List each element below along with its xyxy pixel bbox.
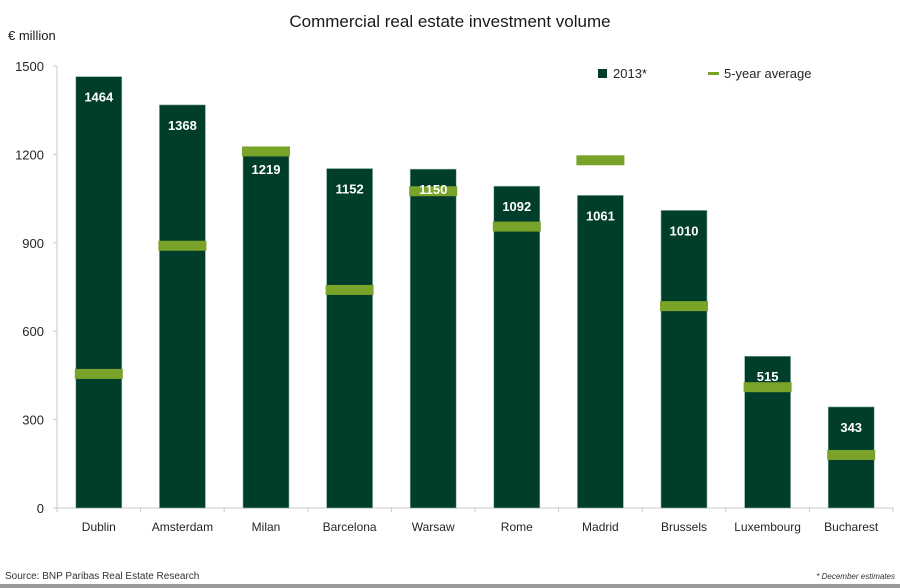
data-label: 515 <box>757 369 779 384</box>
data-label: 1152 <box>335 182 363 197</box>
y-axis-unit-label: € million <box>8 28 56 43</box>
legend-label-5-year-average: 5-year average <box>724 66 811 81</box>
x-tick-label: Milan <box>252 520 281 534</box>
x-tick-label: Rome <box>501 520 533 534</box>
average-marker-warsaw <box>409 186 458 197</box>
legend: 2013* 5-year average <box>598 66 811 81</box>
bottom-border <box>0 584 900 588</box>
bar-milan <box>242 148 290 509</box>
x-tick-label: Warsaw <box>412 520 455 534</box>
average-marker-bucharest <box>827 449 876 460</box>
average-marker-barcelona <box>325 284 374 295</box>
average-marker-rome <box>492 221 541 232</box>
x-tick-label: Madrid <box>582 520 619 534</box>
average-marker-milan <box>242 146 290 157</box>
legend-swatch-5-year-average <box>708 72 719 75</box>
bar-luxembourg <box>744 355 791 509</box>
average-marker-madrid <box>576 155 625 166</box>
x-tick-label: Brussels <box>661 520 707 534</box>
average-marker-amsterdam <box>158 240 207 251</box>
x-tick-label: Bucharest <box>824 520 879 534</box>
average-marker-dublin <box>74 368 123 379</box>
y-tick-label: 300 <box>22 413 44 428</box>
y-tick-label: 1500 <box>15 59 44 74</box>
average-markers-series <box>74 146 876 460</box>
data-label: 1219 <box>252 162 281 177</box>
bars-series <box>75 76 875 509</box>
average-marker-brussels <box>660 301 708 312</box>
data-label: 343 <box>840 420 862 435</box>
data-label: 1368 <box>168 118 197 133</box>
footnote: * December estimates <box>816 572 895 581</box>
data-label: 1010 <box>670 223 699 238</box>
bar-brussels <box>660 210 708 509</box>
average-marker-luxembourg <box>743 382 792 393</box>
legend-swatch-2013 <box>598 69 607 78</box>
bar-barcelona <box>326 168 373 509</box>
bar-madrid <box>577 195 624 509</box>
bar-warsaw <box>409 168 457 509</box>
y-tick-label: 0 <box>37 501 44 516</box>
x-tick-label: Dublin <box>82 520 116 534</box>
y-axis: 0 300 600 900 1200 1500 <box>15 59 58 516</box>
data-labels: 1464 1368 1219 1152 1150 1092 1061 1010 515 343 <box>84 90 862 435</box>
source-note: Source: BNP Paribas Real Estate Research <box>5 571 199 582</box>
y-tick-label: 900 <box>22 236 44 251</box>
y-tick-label: 1200 <box>15 147 44 162</box>
x-tick-label: Amsterdam <box>152 520 213 534</box>
data-label: 1464 <box>84 90 114 105</box>
x-tick-label: Luxembourg <box>734 520 801 534</box>
chart-title: Commercial real estate investment volume <box>289 12 610 31</box>
bar-rome <box>493 185 541 509</box>
data-label: 1092 <box>502 199 531 214</box>
data-label: 1061 <box>586 208 615 223</box>
data-label: 1150 <box>419 182 447 197</box>
x-tick-label: Barcelona <box>323 520 377 534</box>
bar-dublin <box>75 76 123 509</box>
bar-amsterdam <box>159 104 206 509</box>
legend-label-2013: 2013* <box>613 66 647 81</box>
y-tick-label: 600 <box>22 324 44 339</box>
x-axis: Dublin Amsterdam Milan Barcelona Warsaw Rome M… <box>53 507 894 534</box>
